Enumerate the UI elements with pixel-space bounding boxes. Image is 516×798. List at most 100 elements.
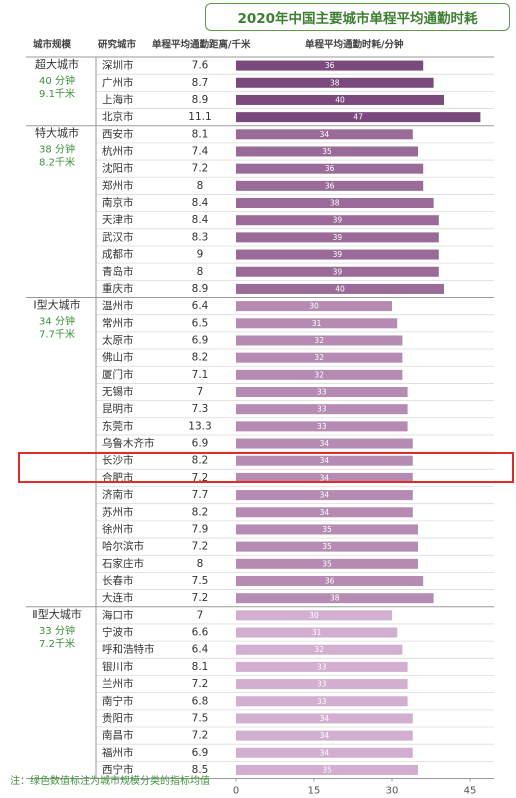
city-label: 太原市 [102, 333, 134, 346]
time-bar [236, 558, 418, 569]
distance-value: 8.2 [192, 352, 209, 364]
time-bar [236, 215, 439, 226]
time-bar [236, 198, 434, 209]
group-avg-time: 40 分钟 [39, 74, 75, 87]
distance-value: 7.5 [192, 575, 209, 587]
city-label: 长沙市 [102, 454, 134, 467]
time-bar-label: 30 [309, 302, 319, 311]
time-bar-label: 36 [325, 576, 335, 585]
time-bar [236, 301, 392, 312]
time-bar-label: 39 [333, 250, 343, 259]
time-bar [236, 404, 408, 415]
group-avg-time: 38 分钟 [39, 143, 75, 156]
time-bar [236, 696, 408, 707]
city-label: 南昌市 [102, 729, 134, 742]
time-bar [236, 679, 408, 690]
city-label: 常州市 [102, 316, 134, 329]
distance-value: 7.2 [192, 163, 209, 175]
time-bar [236, 352, 403, 363]
city-label: 银川市 [102, 660, 134, 673]
distance-value: 7.9 [192, 523, 209, 535]
distance-value: 8.9 [192, 283, 209, 295]
city-label: 哈尔滨市 [102, 540, 144, 553]
city-label: 大连市 [102, 591, 134, 604]
city-label: 徐州市 [102, 522, 134, 535]
time-bar [236, 60, 424, 71]
time-bar [236, 318, 398, 329]
distance-value: 8 [197, 180, 204, 192]
city-label: 重庆市 [102, 282, 134, 295]
group-avg-distance: 7.7千米 [39, 328, 75, 341]
time-bar-label: 38 [330, 594, 340, 603]
city-label: 东莞市 [102, 419, 134, 432]
time-bar [236, 455, 413, 466]
group-avg-distance: 9.1千米 [39, 87, 75, 100]
city-label: 贵阳市 [102, 711, 134, 724]
time-bar-label: 34 [320, 130, 330, 139]
distance-value: 8.4 [192, 197, 209, 209]
time-bar-label: 34 [320, 491, 330, 500]
distance-value: 8.5 [192, 764, 209, 776]
time-bar-label: 35 [322, 765, 332, 774]
time-bar-label: 32 [314, 370, 324, 379]
time-bar [236, 283, 444, 294]
distance-value: 7.7 [192, 489, 209, 501]
time-bar [236, 369, 403, 380]
city-label: 西宁市 [102, 763, 134, 776]
time-bar-label: 33 [317, 662, 327, 671]
time-bar [236, 266, 439, 277]
time-bar [236, 180, 424, 191]
distance-value: 8.4 [192, 214, 209, 226]
distance-value: 7.2 [192, 678, 209, 690]
time-bar-label: 38 [330, 78, 340, 87]
distance-value: 6.4 [192, 644, 209, 656]
city-label: 海口市 [102, 608, 134, 621]
time-bar-label: 34 [320, 473, 330, 482]
time-bar [236, 335, 403, 346]
time-bar-label: 36 [325, 61, 335, 70]
time-bar-label: 31 [312, 319, 322, 328]
city-label: 苏州市 [102, 505, 134, 518]
time-bar-label: 33 [317, 405, 327, 414]
city-label: 成都市 [102, 248, 134, 261]
distance-value: 8.2 [192, 506, 209, 518]
city-label: 北京市 [102, 110, 134, 123]
distance-value: 7.4 [192, 145, 209, 157]
group-avg-time: 34 分钟 [39, 315, 75, 328]
distance-value: 7 [197, 609, 204, 621]
time-bar-label: 32 [314, 336, 324, 345]
time-bar-label: 39 [333, 216, 343, 225]
time-bar-label: 47 [353, 113, 363, 122]
city-label: 厦门市 [102, 368, 134, 381]
time-bar-label: 38 [330, 199, 340, 208]
city-label: 无锡市 [102, 385, 134, 398]
distance-value: 7.2 [192, 730, 209, 742]
city-label: 南宁市 [102, 694, 134, 707]
distance-value: 6.5 [192, 317, 209, 329]
time-bar [236, 112, 481, 123]
city-label: 广州市 [102, 76, 134, 89]
header-city: 研究城市 [98, 39, 137, 51]
time-bar [236, 541, 418, 552]
time-bar-label: 32 [314, 645, 324, 654]
distance-value: 8 [197, 558, 204, 570]
distance-value: 8.1 [192, 661, 209, 673]
city-label: 宁波市 [102, 626, 134, 639]
time-bar-label: 35 [322, 147, 332, 156]
time-bar-label: 34 [320, 731, 330, 740]
city-label: 沈阳市 [102, 162, 134, 175]
distance-value: 13.3 [188, 420, 211, 432]
highlight-box-hefei [18, 452, 514, 483]
distance-value: 7.3 [192, 403, 209, 415]
city-label: 福州市 [102, 746, 134, 759]
time-bar-label: 33 [317, 388, 327, 397]
city-label: 兰州市 [102, 677, 134, 690]
time-bar-label: 34 [320, 456, 330, 465]
city-label: 合肥市 [102, 471, 134, 484]
time-bar [236, 94, 444, 105]
distance-value: 6.6 [192, 627, 209, 639]
time-bar [236, 232, 439, 243]
distance-value: 7.2 [192, 472, 209, 484]
city-label: 长春市 [102, 574, 134, 587]
city-label: 石家庄市 [102, 557, 144, 570]
